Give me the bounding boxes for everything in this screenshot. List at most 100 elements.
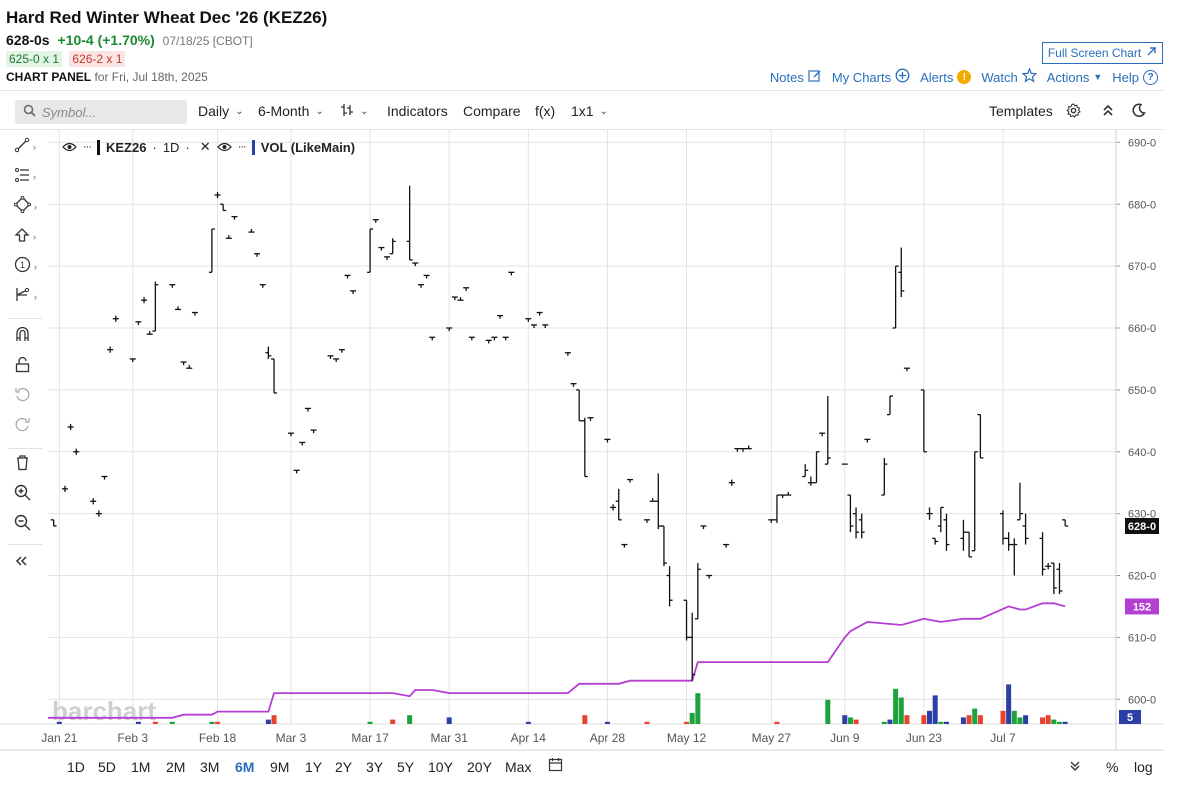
shapes-tool[interactable]: › bbox=[13, 195, 40, 218]
timeframe-6m[interactable]: 6M bbox=[235, 759, 255, 775]
chart-panel-label: CHART PANEL for Fri, Jul 18th, 2025 bbox=[6, 70, 208, 84]
more-options-icon[interactable]: ··· bbox=[237, 141, 247, 153]
ohlc-bar bbox=[694, 563, 701, 620]
my-charts-link[interactable]: My Charts bbox=[832, 68, 910, 86]
calendar-icon[interactable] bbox=[548, 757, 563, 775]
interval-dropdown[interactable]: Daily ⌄ bbox=[198, 103, 244, 119]
undo-button[interactable] bbox=[14, 386, 40, 408]
indicators-button[interactable]: Indicators bbox=[387, 103, 448, 119]
redo-button[interactable] bbox=[14, 416, 40, 438]
close-icon[interactable]: ✕ bbox=[199, 139, 211, 154]
notes-link[interactable]: Notes bbox=[770, 68, 822, 86]
timeframe-2m[interactable]: 2M bbox=[166, 759, 186, 775]
layout-dropdown[interactable]: 1x1 ⌄ bbox=[571, 103, 608, 119]
projection-tool[interactable]: › bbox=[14, 286, 40, 308]
ohlc-bar bbox=[643, 519, 650, 523]
magnet-tool[interactable] bbox=[14, 326, 40, 348]
ohlc-bar bbox=[389, 238, 396, 255]
x-tick-label: Mar 17 bbox=[351, 731, 389, 745]
line-tool[interactable]: › bbox=[14, 136, 40, 158]
collapse-toolbar-button[interactable] bbox=[14, 552, 40, 574]
ohlc-bar bbox=[666, 566, 673, 607]
ohlc-bar bbox=[773, 494, 780, 523]
ohlc-bar bbox=[350, 290, 357, 294]
ohlc-bar bbox=[508, 271, 515, 276]
ohlc-bar bbox=[174, 306, 181, 311]
x-tick-label: Jun 9 bbox=[830, 731, 860, 745]
ohlc-bar bbox=[429, 336, 436, 341]
collapse-chevron-icon[interactable] bbox=[1069, 759, 1081, 775]
help-link[interactable]: Help ? bbox=[1112, 68, 1158, 86]
annotation-tool[interactable]: 1 › bbox=[14, 256, 40, 278]
timeframe-5d[interactable]: 5D bbox=[98, 759, 116, 775]
range-label: 6-Month bbox=[258, 103, 310, 119]
volume-bar bbox=[582, 715, 588, 724]
volume-bar bbox=[209, 721, 215, 724]
timeframe-3y[interactable]: 3Y bbox=[366, 759, 384, 775]
notes-label: Notes bbox=[769, 69, 804, 85]
delete-drawings-button[interactable] bbox=[14, 454, 40, 476]
percent-scale-toggle[interactable]: % bbox=[1106, 759, 1119, 775]
tool-divider bbox=[8, 448, 42, 449]
settings-button[interactable] bbox=[1066, 103, 1081, 121]
timeframe-1d[interactable]: 1D bbox=[67, 759, 85, 775]
more-options-icon[interactable]: ··· bbox=[83, 141, 92, 153]
watch-link[interactable]: Watch bbox=[981, 67, 1038, 86]
timeframe-1y[interactable]: 1Y bbox=[305, 759, 323, 775]
ohlc-bar bbox=[581, 417, 588, 478]
eye-icon[interactable] bbox=[216, 140, 232, 155]
edit-note-icon bbox=[808, 69, 822, 86]
range-dropdown[interactable]: 6-Month ⌄ bbox=[258, 103, 324, 119]
arrow-tool[interactable]: › bbox=[14, 226, 40, 248]
timeframe-2y[interactable]: 2Y bbox=[335, 759, 353, 775]
compare-button[interactable]: Compare bbox=[463, 103, 521, 119]
timeframe-20y[interactable]: 20Y bbox=[467, 759, 492, 775]
ohlc-bar bbox=[779, 494, 786, 499]
dark-mode-button[interactable] bbox=[1131, 103, 1146, 121]
ohlc-bar bbox=[700, 525, 707, 530]
ohlc-bar bbox=[1011, 538, 1018, 576]
ohlc-bar bbox=[406, 185, 413, 261]
interval-label: Daily bbox=[198, 103, 230, 119]
log-scale-toggle[interactable]: log bbox=[1134, 759, 1153, 775]
price-chart[interactable]: 690-0 680-0 670-0 660-0 650-0 640-0 630-0 620-0… bbox=[0, 130, 1168, 750]
volume-bar bbox=[893, 688, 899, 724]
volume-bar bbox=[927, 710, 933, 724]
actions-menu[interactable]: Actions ▼ bbox=[1047, 68, 1103, 86]
lock-tool[interactable] bbox=[14, 356, 40, 378]
volume-bar bbox=[847, 717, 853, 724]
ohlc-bar bbox=[971, 451, 978, 552]
ohlc-bar bbox=[327, 355, 334, 359]
ohlc-bar bbox=[587, 417, 594, 421]
timeframe-9m[interactable]: 9M bbox=[270, 759, 290, 775]
timeframe-10y[interactable]: 10Y bbox=[428, 759, 453, 775]
full-screen-chart-button[interactable]: Full Screen Chart bbox=[1042, 42, 1163, 64]
ohlc-bar bbox=[186, 365, 193, 369]
volume-bar bbox=[271, 715, 277, 724]
symbol-placeholder: Symbol... bbox=[42, 104, 97, 120]
timeframe-1m[interactable]: 1M bbox=[131, 759, 151, 775]
alerts-link[interactable]: Alerts ! bbox=[920, 68, 972, 86]
timeframe-5y[interactable]: 5Y bbox=[397, 759, 415, 775]
timeframe-max[interactable]: Max bbox=[505, 759, 532, 775]
external-arrow-icon bbox=[1146, 46, 1157, 60]
price-legend-interval: 1D bbox=[162, 139, 180, 155]
chart-type-dropdown[interactable]: ⌄ bbox=[340, 103, 368, 120]
eye-icon[interactable] bbox=[62, 140, 77, 155]
double-chevron-up-icon bbox=[1102, 103, 1114, 120]
ohlc-bar bbox=[180, 361, 187, 366]
ohlc-bar bbox=[926, 507, 933, 520]
zoom-out-button[interactable] bbox=[14, 514, 40, 536]
collapse-header-button[interactable] bbox=[1102, 103, 1114, 120]
fibonacci-tool[interactable]: › bbox=[14, 166, 40, 188]
timeframe-3m[interactable]: 3M bbox=[200, 759, 220, 775]
ohlc-bar bbox=[491, 336, 498, 341]
ohlc-bar bbox=[785, 491, 792, 496]
barchart-watermark: barchart bbox=[52, 696, 156, 726]
full-screen-label: Full Screen Chart bbox=[1047, 46, 1142, 60]
symbol-search-input[interactable]: Symbol... bbox=[15, 100, 187, 124]
templates-button[interactable]: Templates bbox=[989, 103, 1053, 119]
function-button[interactable]: f(x) bbox=[535, 103, 555, 119]
volume-bar bbox=[943, 721, 949, 724]
zoom-in-button[interactable] bbox=[14, 484, 40, 506]
